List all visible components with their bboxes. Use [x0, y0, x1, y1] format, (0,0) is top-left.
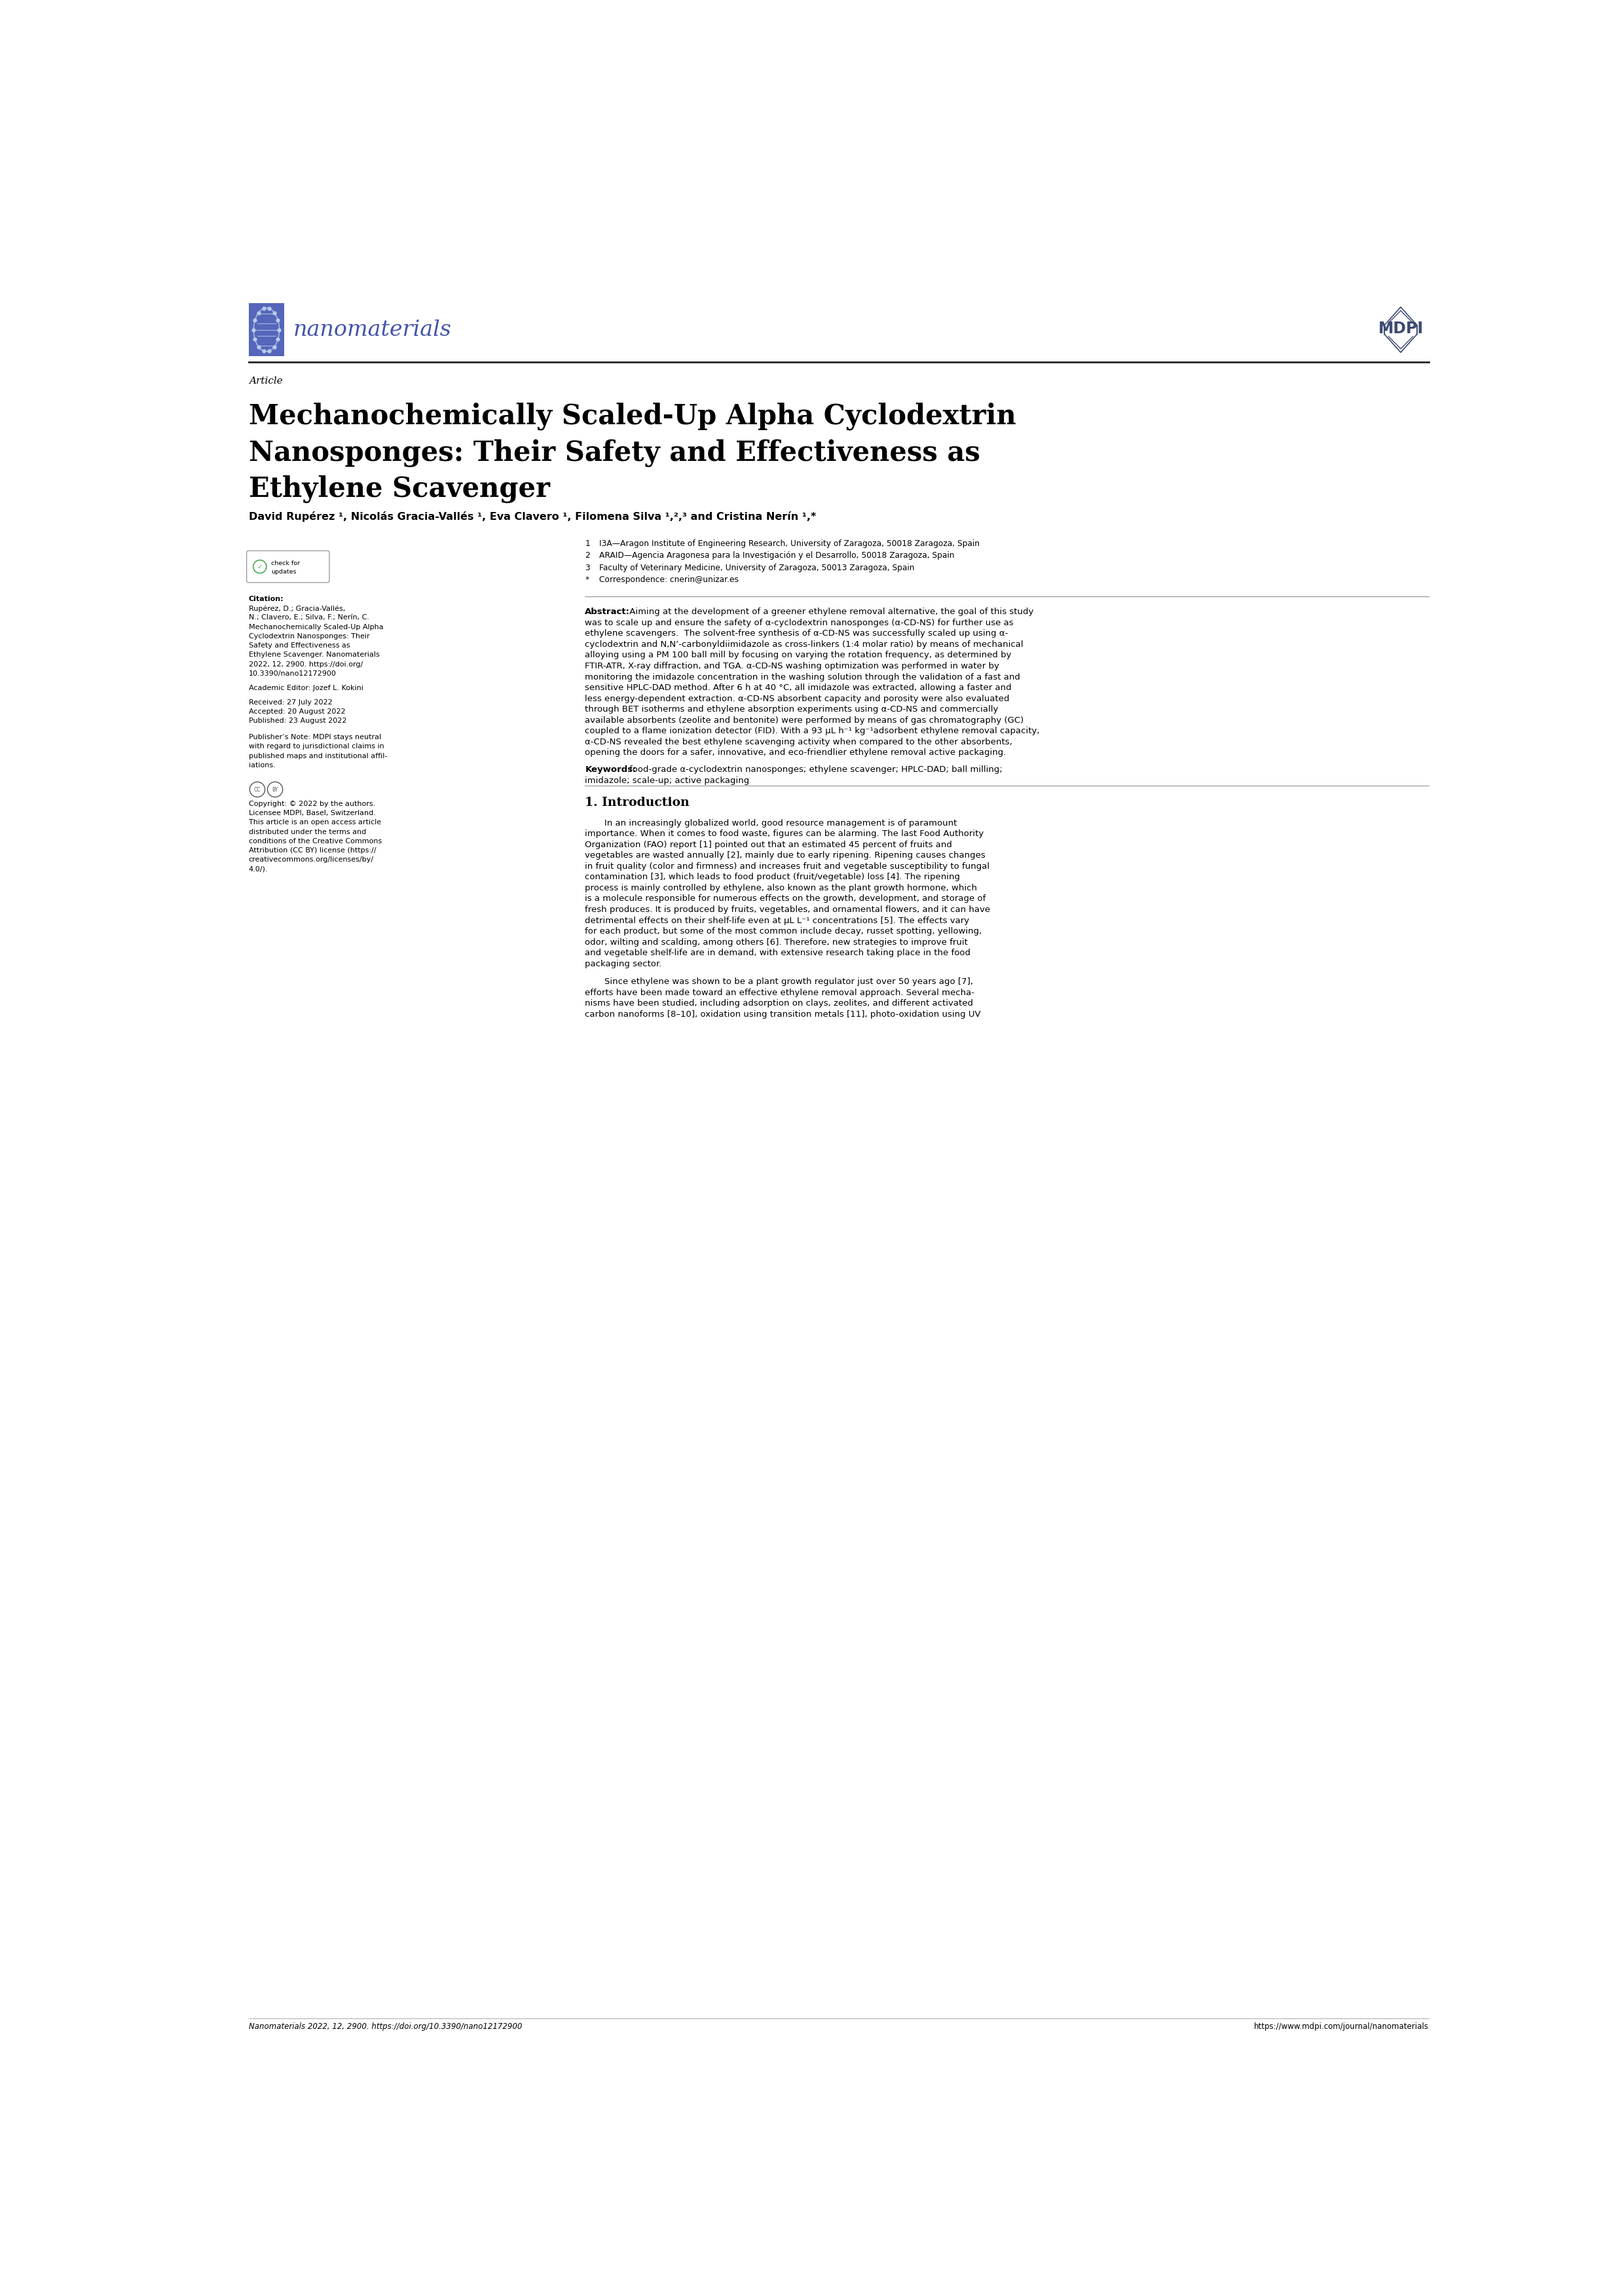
- Text: and vegetable shelf-life are in demand, with extensive research taking place in : and vegetable shelf-life are in demand, …: [585, 948, 971, 957]
- Text: David Rupérez ¹, Nicolás Gracia-Vallés ¹, Eva Clavero ¹, Filomena Silva ¹,²,³ an: David Rupérez ¹, Nicolás Gracia-Vallés ¹…: [248, 512, 815, 521]
- Text: 2: 2: [585, 551, 590, 560]
- Text: 10.3390/nano12172900: 10.3390/nano12172900: [248, 670, 336, 677]
- Text: BY: BY: [271, 788, 278, 792]
- Text: coupled to a flame ionization detector (FID). With a 93 μL h⁻¹ kg⁻¹adsorbent eth: coupled to a flame ionization detector (…: [585, 728, 1039, 735]
- Text: Safety and Effectiveness as: Safety and Effectiveness as: [248, 643, 349, 650]
- Text: MDPI: MDPI: [1379, 321, 1423, 338]
- Text: Rupérez, D.; Gracia-Vallés,: Rupérez, D.; Gracia-Vallés,: [248, 604, 344, 611]
- Text: fresh produces. It is produced by fruits, vegetables, and ornamental flowers, an: fresh produces. It is produced by fruits…: [585, 905, 991, 914]
- Text: Nanomaterials 2022, 12, 2900. https://doi.org/10.3390/nano12172900: Nanomaterials 2022, 12, 2900. https://do…: [248, 2023, 521, 2030]
- Text: nisms have been studied, including adsorption on clays, zeolites, and different : nisms have been studied, including adsor…: [585, 999, 973, 1008]
- Text: cyclodextrin and N,N’-carbonyldiimidazole as cross-linkers (1:4 molar ratio) by : cyclodextrin and N,N’-carbonyldiimidazol…: [585, 641, 1023, 650]
- Text: distributed under the terms and: distributed under the terms and: [248, 829, 365, 836]
- Text: CC: CC: [253, 788, 261, 792]
- Text: α-CD-NS revealed the best ethylene scavenging activity when compared to the othe: α-CD-NS revealed the best ethylene scave…: [585, 737, 1012, 746]
- Text: ethylene scavengers.  The solvent-free synthesis of α-CD-NS was successfully sca: ethylene scavengers. The solvent-free sy…: [585, 629, 1009, 638]
- Text: updates: updates: [271, 569, 296, 574]
- Text: vegetables are wasted annually [2], mainly due to early ripening. Ripening cause: vegetables are wasted annually [2], main…: [585, 852, 986, 859]
- Text: 4.0/).: 4.0/).: [248, 866, 268, 872]
- Text: 2022, 12, 2900. https://doi.org/: 2022, 12, 2900. https://doi.org/: [248, 661, 362, 668]
- Text: 1: 1: [585, 540, 590, 549]
- Text: available absorbents (zeolite and bentonite) were performed by means of gas chro: available absorbents (zeolite and benton…: [585, 716, 1023, 726]
- Text: was to scale up and ensure the safety of α-cyclodextrin nanosponges (α-CD-NS) fo: was to scale up and ensure the safety of…: [585, 618, 1013, 627]
- Text: for each product, but some of the most common include decay, russet spotting, ye: for each product, but some of the most c…: [585, 928, 983, 934]
- Text: Academic Editor: Jozef L. Kokini: Academic Editor: Jozef L. Kokini: [248, 684, 364, 691]
- Text: is a molecule responsible for numerous effects on the growth, development, and s: is a molecule responsible for numerous e…: [585, 895, 986, 902]
- Text: Organization (FAO) report [1] pointed out that an estimated 45 percent of fruits: Organization (FAO) report [1] pointed ou…: [585, 840, 952, 850]
- Text: Licensee MDPI, Basel, Switzerland.: Licensee MDPI, Basel, Switzerland.: [248, 810, 375, 817]
- Text: nanomaterials: nanomaterials: [294, 319, 451, 340]
- Text: ✓: ✓: [257, 563, 263, 569]
- Text: Faculty of Veterinary Medicine, University of Zaragoza, 50013 Zaragoza, Spain: Faculty of Veterinary Medicine, Universi…: [599, 563, 914, 572]
- Text: creativecommons.org/licenses/by/: creativecommons.org/licenses/by/: [248, 856, 374, 863]
- Text: https://www.mdpi.com/journal/nanomaterials: https://www.mdpi.com/journal/nanomateria…: [1254, 2023, 1429, 2030]
- Text: N.; Clavero, E.; Silva, F.; Nerín, C.: N.; Clavero, E.; Silva, F.; Nerín, C.: [248, 615, 369, 620]
- Text: Ethylene Scavenger. Nanomaterials: Ethylene Scavenger. Nanomaterials: [248, 652, 380, 659]
- Text: Published: 23 August 2022: Published: 23 August 2022: [248, 719, 346, 723]
- Text: odor, wilting and scalding, among others [6]. Therefore, new strategies to impro: odor, wilting and scalding, among others…: [585, 939, 968, 946]
- Text: through BET isotherms and ethylene absorption experiments using α-CD-NS and comm: through BET isotherms and ethylene absor…: [585, 705, 999, 714]
- Text: Publisher’s Note: MDPI stays neutral: Publisher’s Note: MDPI stays neutral: [248, 735, 382, 742]
- Text: contamination [3], which leads to food product (fruit/vegetable) loss [4]. The r: contamination [3], which leads to food p…: [585, 872, 960, 882]
- Text: Mechanochemically Scaled-Up Alpha Cyclodextrin: Mechanochemically Scaled-Up Alpha Cyclod…: [248, 402, 1017, 429]
- Text: FTIR-ATR, X-ray diffraction, and TGA. α-CD-NS washing optimization was performed: FTIR-ATR, X-ray diffraction, and TGA. α-…: [585, 661, 999, 670]
- Text: Ethylene Scavenger: Ethylene Scavenger: [248, 475, 551, 503]
- Text: food-grade α-cyclodextrin nanosponges; ethylene scavenger; HPLC-DAD; ball millin: food-grade α-cyclodextrin nanosponges; e…: [630, 765, 1002, 774]
- Text: in fruit quality (color and firmness) and increases fruit and vegetable suscepti: in fruit quality (color and firmness) an…: [585, 861, 989, 870]
- Text: Since ethylene was shown to be a plant growth regulator just over 50 years ago [: Since ethylene was shown to be a plant g…: [604, 978, 973, 985]
- Text: 1. Introduction: 1. Introduction: [585, 797, 690, 808]
- Text: detrimental effects on their shelf-life even at μL L⁻¹ concentrations [5]. The e: detrimental effects on their shelf-life …: [585, 916, 970, 925]
- Text: Keywords:: Keywords:: [585, 765, 637, 774]
- Text: Abstract:: Abstract:: [585, 608, 630, 615]
- Text: Nanosponges: Their Safety and Effectiveness as: Nanosponges: Their Safety and Effectiven…: [248, 439, 979, 466]
- Text: efforts have been made toward an effective ethylene removal approach. Several me: efforts have been made toward an effecti…: [585, 987, 974, 996]
- Text: carbon nanoforms [8–10], oxidation using transition metals [11], photo-oxidation: carbon nanoforms [8–10], oxidation using…: [585, 1010, 981, 1019]
- Text: check for: check for: [271, 560, 300, 567]
- Text: opening the doors for a safer, innovative, and eco-friendlier ethylene removal a: opening the doors for a safer, innovativ…: [585, 748, 1007, 758]
- Text: process is mainly controlled by ethylene, also known as the plant growth hormone: process is mainly controlled by ethylene…: [585, 884, 978, 893]
- Text: In an increasingly globalized world, good resource management is of paramount: In an increasingly globalized world, goo…: [604, 820, 957, 827]
- Text: published maps and institutional affil-: published maps and institutional affil-: [248, 753, 387, 760]
- Text: Mechanochemically Scaled-Up Alpha: Mechanochemically Scaled-Up Alpha: [248, 625, 383, 629]
- Text: sensitive HPLC-DAD method. After 6 h at 40 °C, all imidazole was extracted, allo: sensitive HPLC-DAD method. After 6 h at …: [585, 684, 1012, 691]
- FancyBboxPatch shape: [248, 303, 284, 356]
- Text: Copyright: © 2022 by the authors.: Copyright: © 2022 by the authors.: [248, 801, 375, 808]
- Text: 3: 3: [585, 563, 590, 572]
- Text: ARAID—Agencia Aragonesa para la Investigación y el Desarrollo, 50018 Zaragoza, S: ARAID—Agencia Aragonesa para la Investig…: [599, 551, 955, 560]
- Text: I3A—Aragon Institute of Engineering Research, University of Zaragoza, 50018 Zara: I3A—Aragon Institute of Engineering Rese…: [599, 540, 979, 549]
- Text: Citation:: Citation:: [248, 595, 284, 602]
- Text: *: *: [585, 576, 590, 583]
- Text: imidazole; scale-up; active packaging: imidazole; scale-up; active packaging: [585, 776, 750, 785]
- Text: This article is an open access article: This article is an open access article: [248, 820, 382, 827]
- Text: Cyclodextrin Nanosponges: Their: Cyclodextrin Nanosponges: Their: [248, 634, 370, 641]
- Text: Article: Article: [248, 377, 283, 386]
- Text: packaging sector.: packaging sector.: [585, 960, 663, 969]
- FancyBboxPatch shape: [247, 551, 330, 583]
- Text: Aiming at the development of a greener ethylene removal alternative, the goal of: Aiming at the development of a greener e…: [627, 608, 1033, 615]
- Text: conditions of the Creative Commons: conditions of the Creative Commons: [248, 838, 382, 845]
- Text: iations.: iations.: [248, 762, 276, 769]
- Text: Correspondence: cnerin@unizar.es: Correspondence: cnerin@unizar.es: [599, 576, 739, 583]
- Text: less energy-dependent extraction. α-CD-NS absorbent capacity and porosity were a: less energy-dependent extraction. α-CD-N…: [585, 693, 1010, 703]
- Text: Attribution (CC BY) license (https://: Attribution (CC BY) license (https://: [248, 847, 377, 854]
- Text: Received: 27 July 2022: Received: 27 July 2022: [248, 698, 333, 705]
- Text: Accepted: 20 August 2022: Accepted: 20 August 2022: [248, 707, 346, 714]
- Text: monitoring the imidazole concentration in the washing solution through the valid: monitoring the imidazole concentration i…: [585, 673, 1020, 682]
- Text: alloying using a PM 100 ball mill by focusing on varying the rotation frequency,: alloying using a PM 100 ball mill by foc…: [585, 652, 1012, 659]
- Text: importance. When it comes to food waste, figures can be alarming. The last Food : importance. When it comes to food waste,…: [585, 829, 984, 838]
- Text: with regard to jurisdictional claims in: with regard to jurisdictional claims in: [248, 744, 383, 751]
